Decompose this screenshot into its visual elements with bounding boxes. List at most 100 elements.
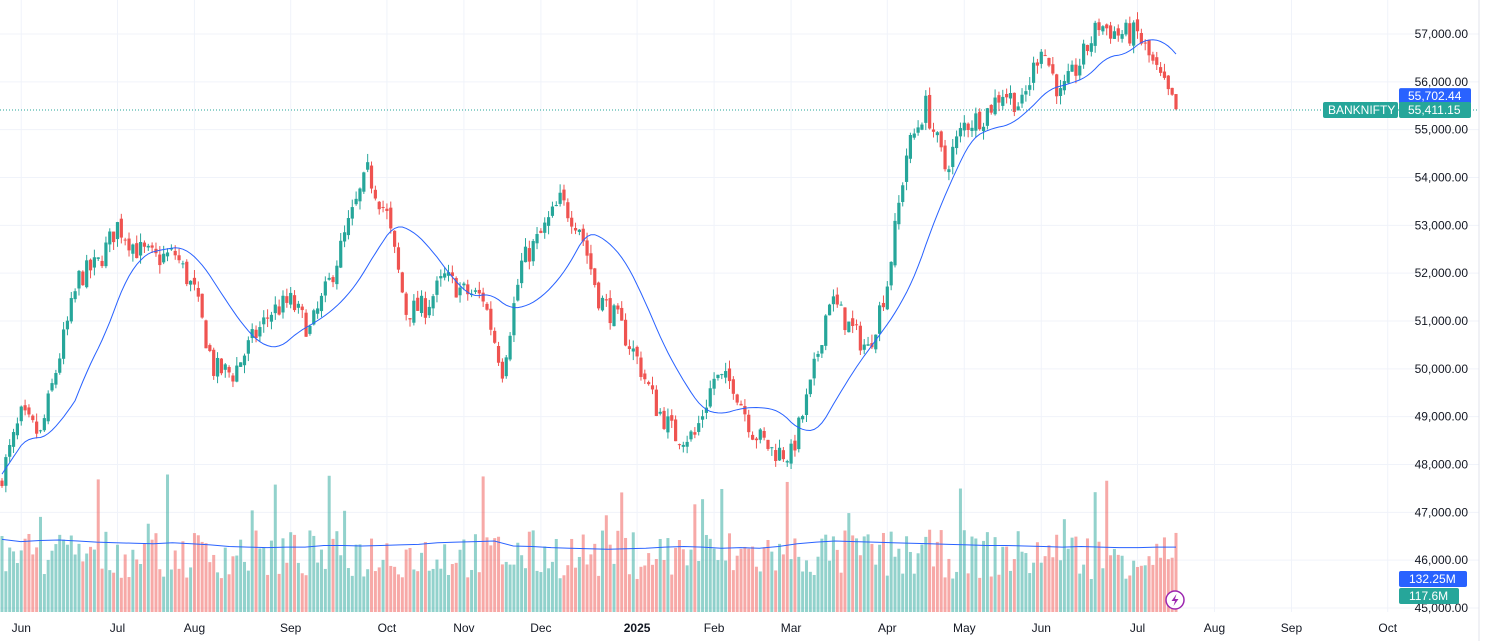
candle — [920, 122, 924, 131]
candle — [727, 360, 732, 389]
volume-bar — [839, 572, 843, 612]
volume-bar — [23, 538, 27, 612]
volume-ma-tag: 132.25M — [1399, 571, 1467, 587]
candle-body — [577, 229, 581, 232]
volume-bar — [269, 540, 273, 612]
candle-body — [100, 260, 104, 267]
candle-body — [235, 365, 239, 382]
candle — [508, 332, 512, 362]
candle-body — [73, 291, 77, 300]
x-tick-label: Jun — [12, 621, 31, 635]
candle-body — [462, 283, 466, 286]
candle — [396, 242, 401, 273]
candle-body — [762, 430, 766, 438]
candle-body — [947, 169, 951, 173]
candle — [358, 187, 362, 210]
volume-bar — [400, 577, 404, 612]
candle-body — [119, 218, 123, 238]
candle-body — [539, 230, 543, 233]
volume-bar — [235, 555, 239, 612]
candle — [781, 447, 785, 462]
candle-body — [508, 335, 512, 360]
volume-bar — [593, 543, 597, 612]
volume-bar — [470, 569, 474, 612]
candle-body — [943, 145, 947, 170]
volume-bar — [62, 539, 66, 612]
candle — [435, 276, 439, 303]
volume-bar — [585, 564, 589, 612]
volume-bar — [327, 475, 331, 612]
x-tick-label: Sep — [280, 621, 302, 635]
volume-bar — [381, 559, 385, 612]
x-tick-label: Oct — [378, 621, 397, 635]
candle-body — [439, 276, 443, 279]
candle — [677, 443, 682, 450]
volume-bar — [312, 535, 316, 612]
volume-bar — [1020, 551, 1024, 612]
y-tick-label: 46,000.00 — [1415, 553, 1469, 567]
candle — [308, 324, 312, 336]
volume-bar — [535, 570, 539, 612]
volume-bar — [0, 536, 4, 612]
volume-tag: 117.6M — [1399, 588, 1459, 604]
volume-bar — [323, 568, 327, 612]
lightning-icon[interactable] — [1165, 590, 1185, 610]
candle-body — [150, 245, 154, 248]
time-axis[interactable]: Jun Jul Aug Sep Oct Nov Dec 2025 Feb Mar Apr May Jun… — [12, 621, 1398, 635]
candle — [550, 201, 555, 218]
candle-body — [789, 443, 793, 464]
candle — [35, 413, 39, 439]
candle — [573, 222, 578, 235]
candle-body — [920, 124, 924, 130]
candle — [273, 296, 277, 320]
volume-bar — [751, 546, 755, 612]
candle — [935, 131, 939, 143]
candle-body — [500, 361, 504, 379]
candle-body — [35, 421, 39, 434]
candle — [908, 132, 913, 164]
candle — [885, 281, 889, 311]
volume-bar — [319, 549, 323, 612]
volume-bar — [1066, 548, 1070, 612]
volume-bar — [1128, 575, 1132, 612]
candle-body — [1128, 23, 1132, 44]
candle-body — [1108, 25, 1113, 39]
candle-body — [292, 295, 297, 311]
volume-bar — [1035, 542, 1039, 612]
candle-body — [785, 461, 789, 463]
candle — [354, 191, 358, 206]
candle-body — [1066, 71, 1070, 83]
candle — [947, 165, 951, 181]
candle-body — [223, 364, 227, 370]
candle — [92, 249, 96, 276]
volume-bar — [481, 476, 485, 612]
volume-bar — [905, 536, 909, 612]
candle — [200, 293, 204, 319]
candle-body — [974, 113, 978, 131]
candle-body — [958, 128, 963, 137]
volume-bar — [897, 548, 901, 612]
volume-bar — [620, 492, 624, 612]
candle-body — [562, 189, 566, 201]
candle — [1070, 60, 1074, 72]
volume-bar — [670, 574, 674, 612]
candle-body — [123, 239, 127, 241]
candle — [750, 431, 755, 441]
candle-body — [1085, 44, 1090, 52]
candle-body — [108, 231, 112, 245]
volume-bar — [335, 531, 339, 612]
candle — [192, 270, 197, 291]
volume-bar — [1001, 546, 1005, 612]
candle-body — [327, 277, 331, 280]
candle-body — [608, 298, 612, 324]
candle — [335, 260, 339, 290]
candle — [527, 240, 531, 270]
price-axis[interactable]: 57,000.00 56,000.00 55,000.00 54,000.00 53,0… — [1415, 27, 1469, 615]
volume-bar — [612, 563, 616, 612]
candle-body — [1124, 22, 1128, 35]
volume-bar — [993, 537, 997, 612]
candle-body — [623, 319, 628, 346]
candle-body — [289, 292, 293, 305]
